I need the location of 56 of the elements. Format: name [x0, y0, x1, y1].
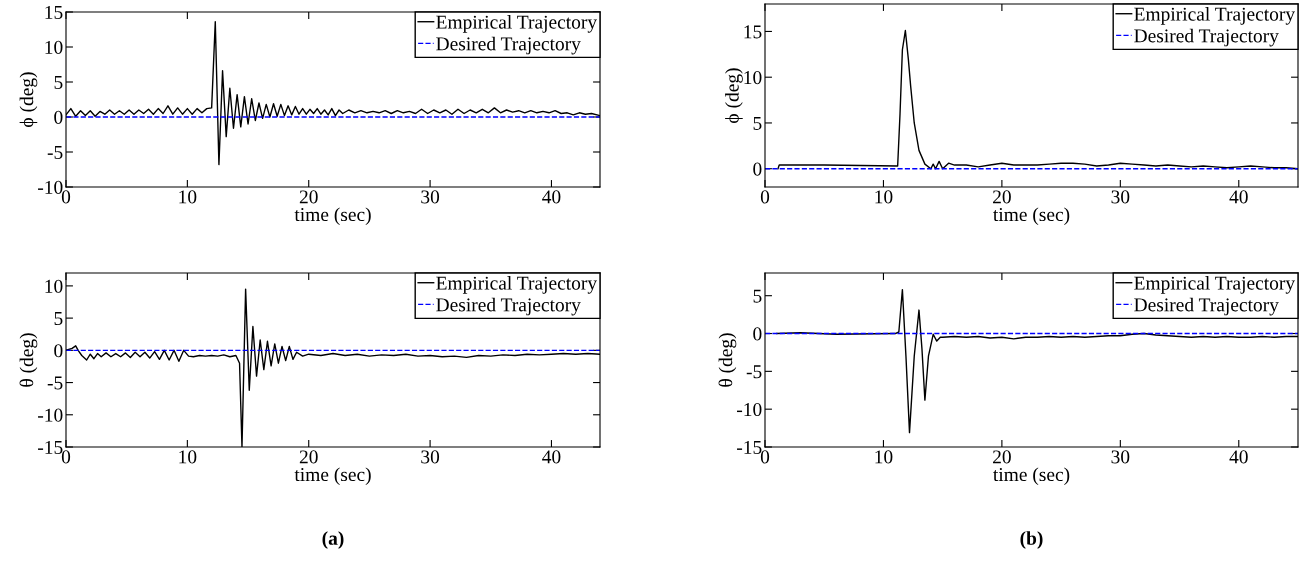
x-tick-label: 10 — [179, 190, 197, 204]
y-tick-label: 5 — [753, 289, 762, 303]
legend-label: Empirical Trajectory — [1134, 7, 1296, 25]
y-axis-title: θ (deg) — [718, 333, 737, 387]
y-tick-label: 15 — [45, 5, 63, 19]
x-axis-title: time (sec) — [294, 207, 371, 226]
x-axis-title: time (sec) — [993, 467, 1070, 486]
y-axis-title: ϕ (deg) — [725, 68, 743, 123]
legend-label: Empirical Trajectory — [436, 15, 598, 33]
x-tick-label: 20 — [299, 190, 318, 204]
legend-label: Desired Trajectory — [436, 36, 581, 55]
x-tick-label: 30 — [1111, 450, 1130, 464]
x-tick-label: 10 — [875, 190, 893, 204]
y-tick-label: -15 — [38, 440, 63, 454]
y-tick-label: -15 — [737, 440, 762, 454]
x-tick-label: 20 — [299, 450, 318, 464]
y-tick-label: -10 — [737, 402, 762, 417]
x-tick-label: 40 — [542, 450, 561, 464]
x-axis-title: time (sec) — [294, 467, 371, 486]
x-tick-label: 10 — [875, 450, 893, 464]
y-tick-label: -5 — [746, 365, 762, 379]
x-tick-label: 20 — [993, 190, 1011, 204]
x-tick-label: 40 — [1229, 450, 1248, 464]
x-tick-label: 40 — [1229, 190, 1248, 204]
y-tick-label: 5 — [54, 312, 63, 326]
y-axis-title: ϕ (deg) — [19, 72, 38, 127]
y-axis-title: θ (deg) — [19, 333, 38, 387]
x-tick-label: 30 — [421, 450, 440, 464]
legend-label: Empirical Trajectory — [436, 276, 598, 294]
y-tick-label: 10 — [45, 40, 63, 54]
y-tick-label: -5 — [47, 146, 63, 159]
x-axis-title: time (sec) — [993, 207, 1070, 226]
line-series — [777, 29, 1298, 170]
y-tick-label: 0 — [753, 162, 762, 176]
y-tick-label: 0 — [753, 327, 762, 341]
y-tick-label: 0 — [54, 110, 63, 124]
y-tick-label: -5 — [47, 376, 63, 390]
text: (a) — [322, 531, 344, 549]
y-tick-label: 0 — [54, 344, 63, 358]
y-tick-label: -10 — [38, 180, 63, 194]
legend-label: Desired Trajectory — [436, 297, 581, 316]
y-tick-label: -10 — [38, 408, 63, 422]
x-tick-label: 10 — [179, 450, 197, 464]
text: (b) — [1020, 531, 1043, 549]
x-tick-label: 30 — [1111, 190, 1130, 204]
y-tick-label: 5 — [753, 116, 762, 130]
x-tick-label: 40 — [542, 190, 561, 204]
y-tick-label: 15 — [744, 25, 762, 39]
x-tick-label: 30 — [421, 190, 440, 204]
legend-label: Empirical Trajectory — [1134, 276, 1296, 294]
legend-label: Desired Trajectory — [1134, 28, 1279, 47]
y-tick-label: 10 — [45, 279, 63, 293]
legend-label: Desired Trajectory — [1134, 297, 1279, 316]
y-tick-label: 10 — [744, 71, 762, 85]
y-tick-label: 5 — [54, 76, 63, 89]
x-tick-label: 20 — [993, 450, 1011, 464]
